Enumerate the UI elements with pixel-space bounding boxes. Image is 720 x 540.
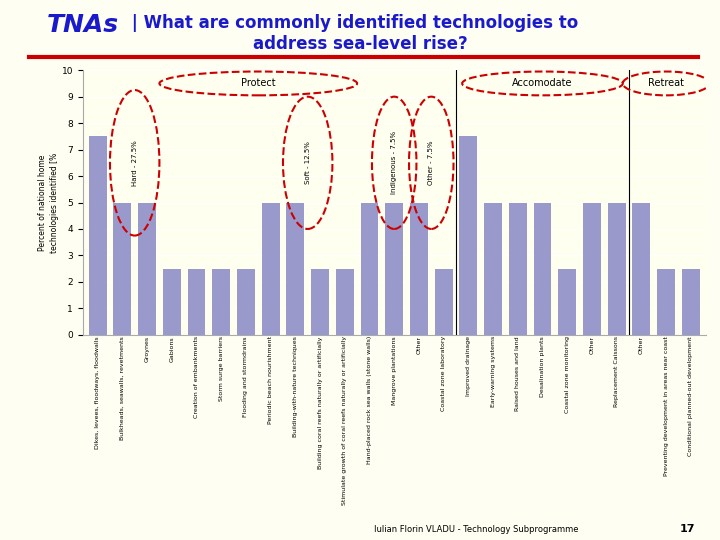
Bar [608, 202, 626, 335]
Bar [311, 268, 329, 335]
Bar [336, 268, 354, 335]
Bar [509, 202, 526, 335]
Bar [435, 268, 453, 335]
Text: Retreat: Retreat [648, 78, 684, 89]
Bar [484, 202, 502, 335]
Bar [287, 202, 305, 335]
Text: Soft - 12.5%: Soft - 12.5% [305, 141, 311, 184]
Bar [657, 268, 675, 335]
Bar [188, 268, 205, 335]
Y-axis label: Percent of national home
technologies identified [%: Percent of national home technologies id… [38, 152, 59, 253]
Bar [583, 202, 600, 335]
Bar [262, 202, 279, 335]
Bar [385, 202, 403, 335]
Bar [138, 202, 156, 335]
Bar [632, 202, 650, 335]
Text: Iulian Florin VLADU - Technology Subprogramme: Iulian Florin VLADU - Technology Subprog… [374, 524, 579, 534]
Text: Accomodate: Accomodate [512, 78, 572, 89]
Bar [89, 136, 107, 335]
Text: Protect: Protect [241, 78, 276, 89]
Text: Hard - 27.5%: Hard - 27.5% [132, 140, 138, 186]
Bar [410, 202, 428, 335]
Bar [237, 268, 255, 335]
Bar [163, 268, 181, 335]
Bar [459, 136, 477, 335]
Text: TNAs: TNAs [47, 14, 119, 37]
Text: | What are commonly identified technologies to: | What are commonly identified technolog… [126, 14, 578, 31]
Text: 17: 17 [679, 523, 695, 534]
Text: Other - 7.5%: Other - 7.5% [428, 140, 434, 185]
Bar [558, 268, 576, 335]
Bar [212, 268, 230, 335]
Text: address sea-level rise?: address sea-level rise? [253, 35, 467, 53]
Bar [114, 202, 131, 335]
Bar [361, 202, 379, 335]
Bar [682, 268, 700, 335]
Text: Indigenous - 7.5%: Indigenous - 7.5% [391, 131, 397, 194]
Bar [534, 202, 552, 335]
